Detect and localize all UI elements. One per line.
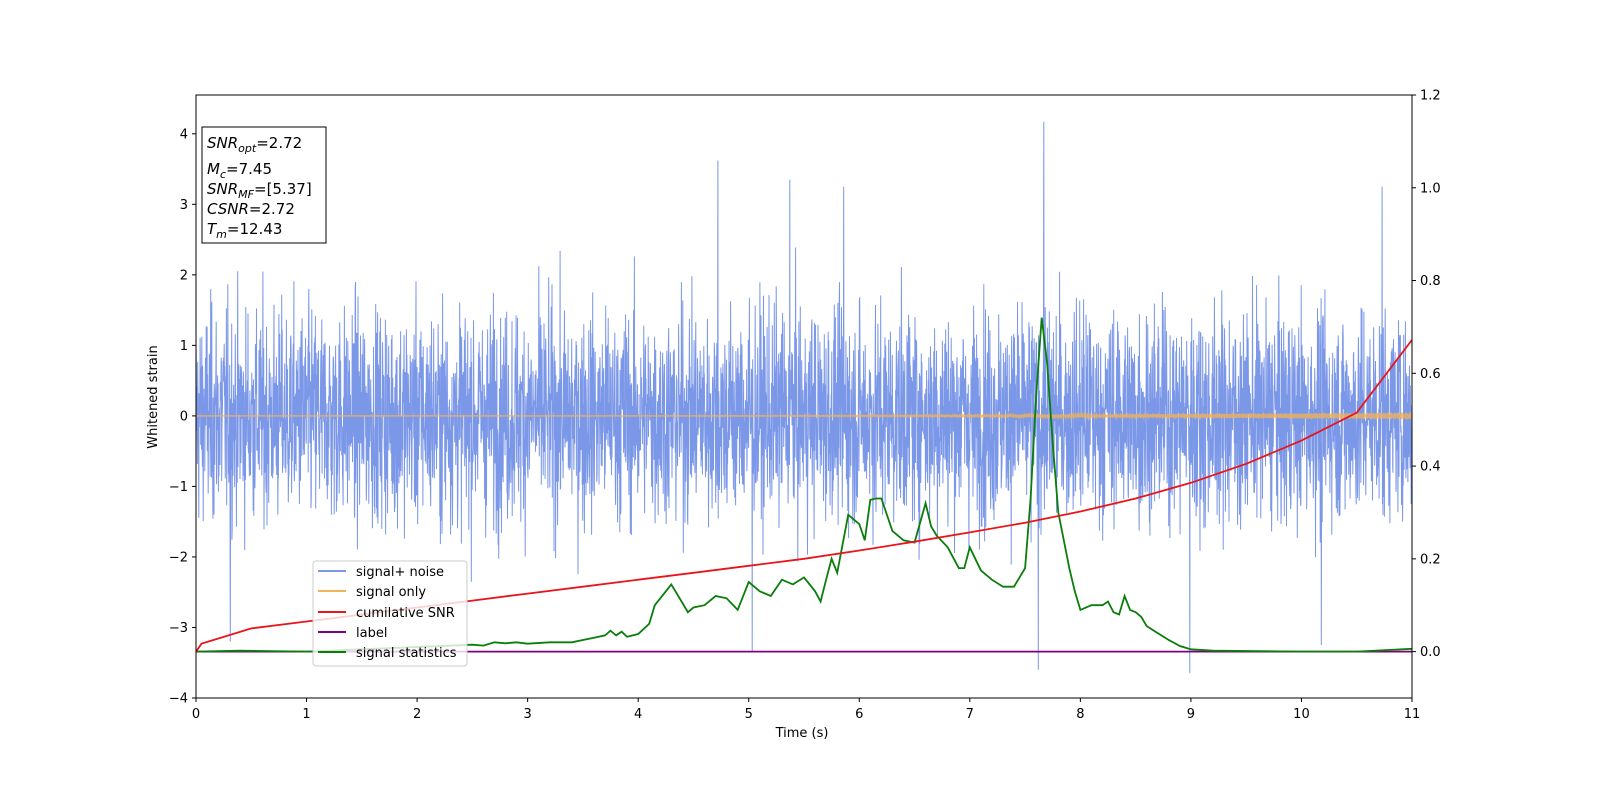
y-tick-label: −1: [169, 480, 188, 495]
annotation-line-csnr: CSNR=2.72: [207, 200, 295, 218]
y-tick-label: 1: [180, 339, 188, 354]
y-tick-label: −2: [169, 550, 188, 565]
annotation-line-snr-mf: SNRMF=[5.37]: [207, 180, 312, 201]
legend-label-cumulative-snr: cumilative SNR: [356, 606, 455, 621]
y2-tick-label: 1.2: [1420, 89, 1441, 104]
x-axis-label: Time (s): [775, 726, 829, 741]
y-tick-label: 0: [180, 409, 188, 424]
y2-tick-label: 1.0: [1420, 181, 1441, 196]
x-tick-label: 11: [1404, 707, 1421, 722]
x-tick-label: 10: [1293, 707, 1310, 722]
x-tick-label: 2: [413, 707, 421, 722]
x-tick-label: 7: [966, 707, 974, 722]
legend-label-signal-statistics: signal statistics: [356, 646, 457, 661]
y-tick-label: −4: [169, 692, 188, 707]
y2-tick-label: 0.8: [1420, 274, 1441, 289]
y-axis-right: 0.0 0.2 0.4 0.6 0.8 1.0 1.2: [1412, 89, 1441, 660]
plot-frame: [195, 94, 1413, 699]
annotation-frame: [201, 126, 327, 244]
legend-label-signal-noise: signal+ noise: [356, 565, 444, 580]
x-tick-label: 9: [1187, 707, 1195, 722]
signal-only-series: [196, 411, 1412, 421]
annotation-box: SNRopt=2.72 Mc=7.45 SNRMF=[5.37] CSNR=2.…: [201, 126, 327, 244]
x-tick-label: 4: [634, 707, 642, 722]
legend-label-label: label: [356, 626, 387, 641]
legend: signal+ noise signal only cumilative SNR…: [312, 560, 468, 667]
x-tick-label: 0: [192, 707, 200, 722]
legend-label-signal-only: signal only: [356, 585, 426, 600]
y2-tick-label: 0.4: [1420, 460, 1441, 475]
legend-frame: [312, 560, 468, 667]
signal-noise-series: [196, 121, 1412, 674]
x-tick-label: 6: [855, 707, 863, 722]
annotation-line-mc: Mc=7.45: [207, 160, 272, 181]
y-tick-label: 3: [180, 198, 188, 213]
x-tick-label: 1: [302, 707, 310, 722]
x-tick-label: 8: [1076, 707, 1084, 722]
y-axis-left: −4 −3 −2 −1 0 1 2 3 4: [169, 127, 196, 707]
y2-tick-label: 0.6: [1420, 367, 1441, 382]
y2-tick-label: 0.2: [1420, 552, 1441, 567]
x-tick-label: 3: [523, 707, 531, 722]
signal-statistics-series: [196, 317, 1412, 653]
y-tick-label: −3: [169, 621, 188, 636]
x-axis: 0 1 2 3 4 5 6 7 8 9 10 11: [192, 698, 1420, 722]
y-axis-label: Whitened strain: [146, 345, 161, 448]
annotation-line-snr-opt: SNRopt=2.72: [207, 134, 302, 155]
x-tick-label: 5: [745, 707, 753, 722]
y2-tick-label: 0.0: [1420, 645, 1441, 660]
annotation-line-tm: Tm=12.43: [207, 220, 282, 241]
y-tick-label: 2: [180, 268, 188, 283]
y-tick-label: 4: [180, 127, 188, 142]
